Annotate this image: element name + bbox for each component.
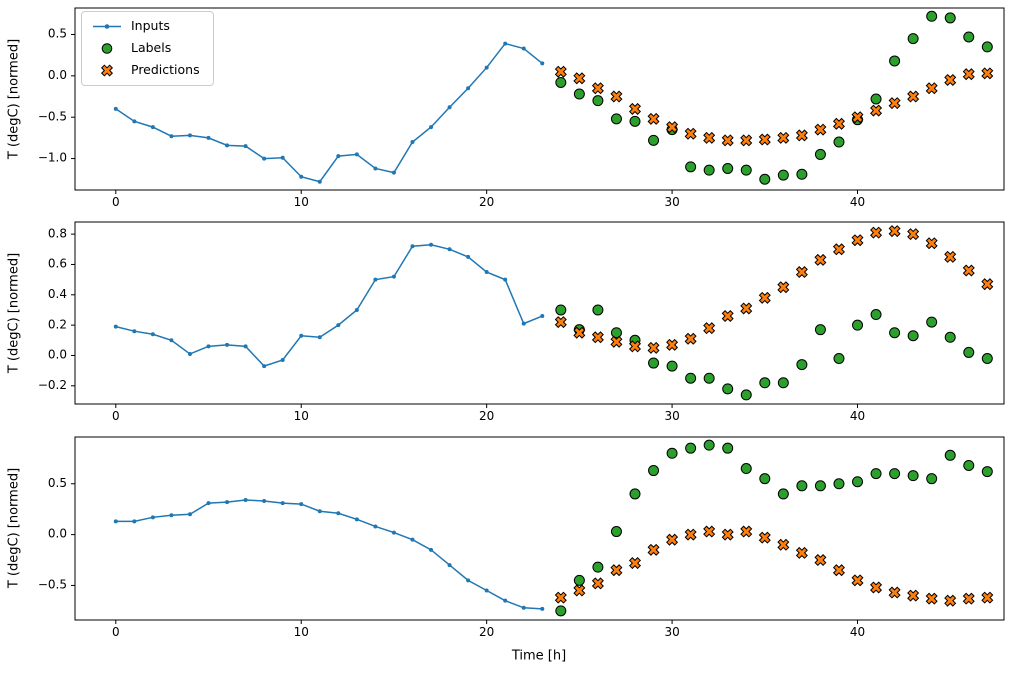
- legend-entry-labels: Labels: [92, 42, 200, 55]
- y-axis-label-subplot3: T (degC) [normed]: [6, 467, 22, 589]
- x-axis-label: Time [h]: [511, 648, 567, 664]
- legend: Inputs Labels Predictions: [81, 11, 214, 86]
- legend-label-labels: Labels: [131, 40, 172, 56]
- y-axis-label-subplot2: T (degC) [normed]: [6, 252, 22, 374]
- legend-label-predictions: Predictions: [131, 62, 200, 78]
- legend-entry-inputs: Inputs: [92, 20, 200, 33]
- legend-label-inputs: Inputs: [131, 18, 170, 34]
- legend-entry-predictions: Predictions: [92, 64, 200, 77]
- y-axis-label-subplot1: T (degC) [normed]: [6, 38, 22, 160]
- inputs-line-icon: [92, 20, 122, 33]
- predictions-x-icon: [92, 64, 122, 77]
- labels-circle-icon: [92, 42, 122, 55]
